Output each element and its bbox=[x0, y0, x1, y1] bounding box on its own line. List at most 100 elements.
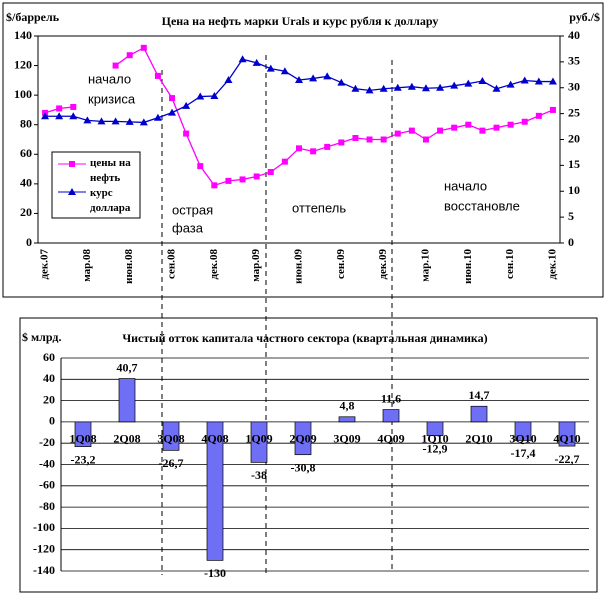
x-tick-label: дек.09 bbox=[377, 249, 389, 280]
marker bbox=[549, 106, 556, 113]
top-frame bbox=[2, 2, 604, 298]
y-tick-label: -20 bbox=[39, 435, 55, 449]
marker bbox=[295, 75, 303, 83]
marker bbox=[479, 127, 486, 134]
marker bbox=[408, 127, 415, 134]
marker bbox=[338, 139, 345, 146]
y2-tick-label: 40 bbox=[568, 28, 580, 42]
marker bbox=[407, 82, 416, 90]
value-label: -12,9 bbox=[423, 441, 448, 455]
marker bbox=[69, 112, 78, 120]
annotation: начало bbox=[88, 71, 131, 86]
x-tick-label: 4Q08 bbox=[201, 432, 228, 446]
marker bbox=[69, 161, 75, 167]
x-tick-label: 3Q08 bbox=[157, 432, 184, 446]
y-tick-label: -120 bbox=[33, 541, 55, 555]
x-tick-label: июн.09 bbox=[293, 249, 305, 284]
marker bbox=[506, 80, 515, 88]
marker bbox=[450, 81, 459, 89]
marker bbox=[252, 58, 261, 66]
marker bbox=[492, 84, 501, 92]
marker bbox=[421, 84, 430, 92]
y-tick-label: 40 bbox=[43, 371, 55, 385]
marker bbox=[465, 121, 472, 128]
bar bbox=[162, 421, 180, 451]
marker bbox=[535, 112, 542, 119]
marker bbox=[97, 117, 106, 125]
x-tick-label: дек.08 bbox=[208, 249, 220, 280]
marker bbox=[83, 116, 92, 124]
marker bbox=[534, 77, 543, 85]
marker bbox=[337, 78, 346, 86]
marker bbox=[224, 75, 233, 83]
x-tick-label: 1Q10 bbox=[421, 432, 448, 446]
marker bbox=[41, 112, 50, 120]
x-tick-label: мар.10 bbox=[420, 249, 432, 282]
marker bbox=[507, 121, 514, 128]
x-tick-label: июн.10 bbox=[462, 249, 474, 284]
marker bbox=[520, 76, 529, 84]
y-tick-label: 60 bbox=[43, 350, 55, 364]
x-tick-label: сен.08 bbox=[166, 249, 178, 279]
x-tick-label: 4Q10 bbox=[553, 432, 580, 446]
bar bbox=[514, 421, 532, 441]
bar bbox=[250, 421, 268, 463]
value-label: -26,7 bbox=[159, 456, 184, 470]
marker bbox=[140, 44, 147, 51]
value-label: -17,4 bbox=[511, 446, 536, 460]
y-tick-label: 140 bbox=[14, 28, 32, 42]
y-tick-label: 80 bbox=[20, 116, 32, 130]
y2-tick-label: 0 bbox=[568, 235, 574, 249]
value-label: 14,7 bbox=[469, 388, 490, 402]
marker bbox=[393, 83, 402, 91]
marker bbox=[197, 163, 204, 170]
y-axis-label: $/баррель bbox=[6, 10, 60, 24]
marker bbox=[309, 74, 318, 82]
x-tick-label: 2Q09 bbox=[289, 432, 316, 446]
marker bbox=[464, 79, 473, 87]
y2-tick-label: 35 bbox=[568, 54, 580, 68]
marker bbox=[310, 148, 317, 155]
marker bbox=[266, 64, 275, 72]
marker bbox=[210, 92, 219, 100]
marker bbox=[139, 118, 148, 126]
y2-tick-label: 30 bbox=[568, 80, 580, 94]
marker bbox=[125, 117, 134, 125]
y2-tick-label: 10 bbox=[568, 183, 580, 197]
marker bbox=[351, 84, 360, 92]
marker bbox=[239, 176, 246, 183]
annotation: начало bbox=[444, 178, 487, 193]
marker bbox=[154, 72, 161, 79]
marker bbox=[366, 136, 373, 143]
marker bbox=[422, 136, 429, 143]
chart-title: Чистый отток капитала частного сектора (… bbox=[122, 331, 487, 345]
marker bbox=[126, 52, 133, 59]
marker bbox=[296, 145, 302, 152]
y-tick-label: 100 bbox=[14, 87, 32, 101]
marker bbox=[182, 101, 191, 109]
marker bbox=[521, 118, 528, 125]
marker bbox=[379, 84, 388, 92]
x-tick-label: мар.08 bbox=[81, 249, 93, 282]
x-tick-label: 2Q08 bbox=[113, 432, 140, 446]
x-tick-label: 2Q10 bbox=[465, 432, 492, 446]
x-tick-label: июн.08 bbox=[123, 249, 135, 284]
y-tick-label: 60 bbox=[20, 146, 32, 160]
bar bbox=[338, 416, 356, 423]
annotation: острая bbox=[172, 202, 213, 217]
bar bbox=[118, 378, 136, 423]
marker bbox=[478, 77, 487, 85]
marker bbox=[380, 136, 387, 143]
value-label: -38 bbox=[251, 468, 267, 482]
annotation: фаза bbox=[172, 220, 204, 235]
bar bbox=[426, 421, 444, 436]
marker bbox=[451, 124, 458, 131]
marker bbox=[493, 124, 500, 131]
y-tick-label: -60 bbox=[39, 478, 55, 492]
phase-lines bbox=[161, 55, 393, 575]
bar bbox=[294, 421, 312, 456]
marker bbox=[196, 92, 205, 100]
y-tick-label: -100 bbox=[33, 520, 55, 534]
